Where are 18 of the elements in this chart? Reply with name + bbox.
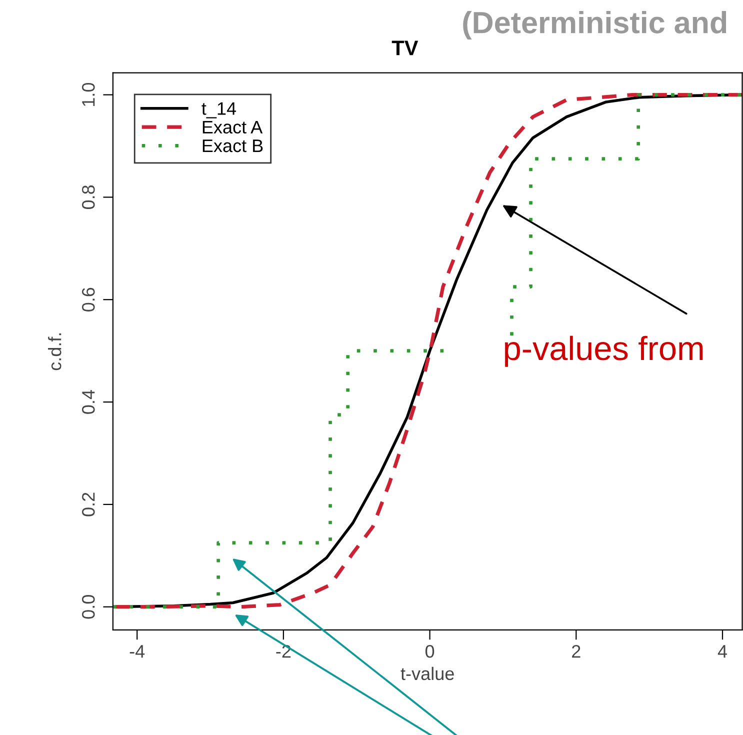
legend-label: Exact B (202, 140, 263, 152)
legend-label: t_14 (202, 102, 236, 118)
y-tick-label: 0.2 (82, 492, 95, 516)
x-tick-label: 0 (425, 644, 434, 658)
y-tick-label: 0.6 (82, 288, 95, 312)
text: (Deterministic and (463, 11, 726, 40)
chart-title: TV (392, 40, 418, 56)
x-axis-title: t-value (400, 666, 454, 680)
x-tick-label: 2 (572, 644, 580, 658)
y-tick-label: 0.8 (82, 185, 95, 210)
y-tick-label: 1.0 (82, 82, 95, 106)
legend-label: Exact A (202, 120, 263, 134)
y-tick-label: 0.0 (82, 595, 95, 619)
y-tick-label: 0.4 (82, 390, 95, 414)
x-tick-label: 4 (718, 645, 727, 658)
y-axis-title: c.d.f. (48, 333, 62, 370)
x-tick-label: -4 (130, 645, 145, 658)
annotation: p-values from (505, 336, 703, 367)
